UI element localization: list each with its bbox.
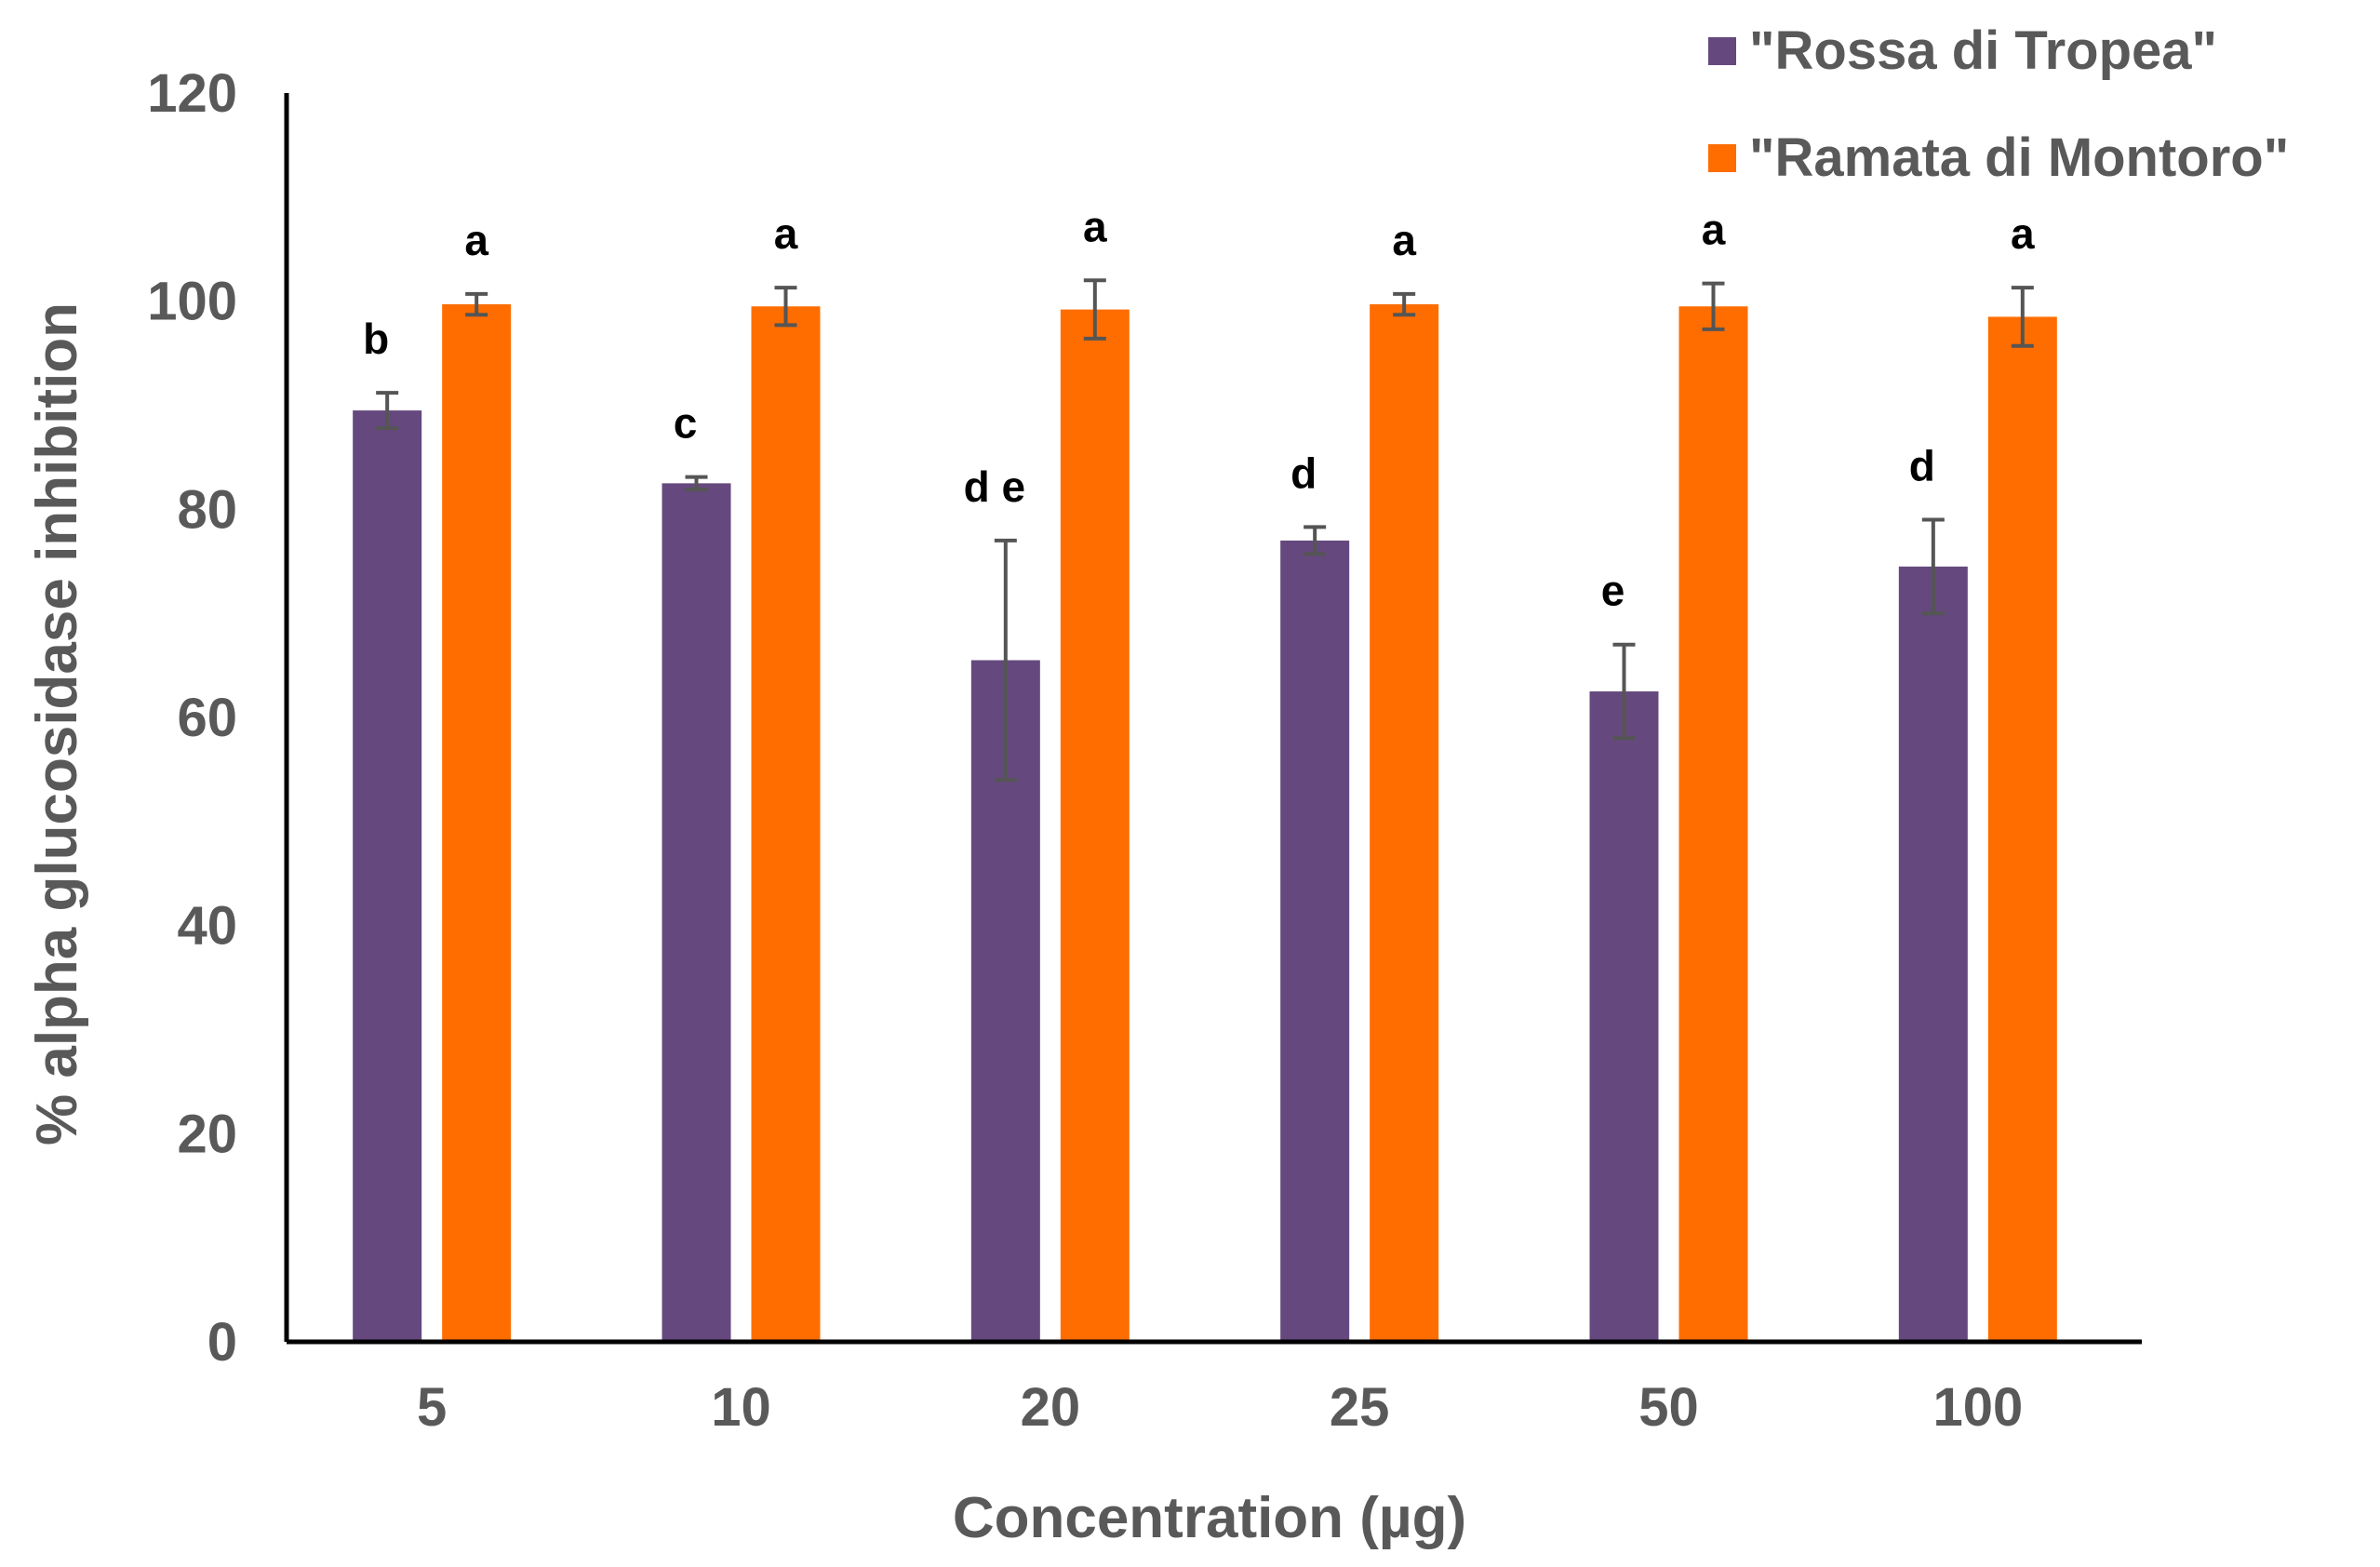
y-tick-label: 80 (177, 479, 237, 540)
error-bar (1304, 525, 1327, 556)
bar-ramata (1370, 304, 1439, 1342)
y-tick-label: 120 (147, 63, 237, 124)
legend-label-rossa: "Rossa di Tropea" (1749, 20, 2217, 81)
bar-rossa (1898, 566, 1968, 1342)
x-tick-label: 25 (1330, 1377, 1390, 1438)
significance-label: a (1392, 216, 1416, 264)
bar-ramata (442, 304, 512, 1342)
bar-ramata (1987, 316, 2057, 1343)
x-tick-label: 10 (711, 1377, 771, 1438)
significance-label: e (1601, 567, 1625, 615)
significance-label: d (1290, 449, 1317, 497)
bar-ramata (1060, 309, 1130, 1343)
y-tick-label: 40 (177, 896, 237, 957)
error-bar (1702, 281, 1725, 331)
error-bars (376, 278, 2034, 783)
significance-labels: b a c a d e a d a e a d a (363, 202, 2035, 614)
error-bar (685, 475, 708, 492)
x-axis-title: Concentration (µg) (953, 1486, 1466, 1550)
significance-label: a (1702, 206, 1726, 254)
significance-label: a (2011, 209, 2035, 258)
error-bar (465, 291, 488, 317)
bar-ramata (751, 306, 821, 1343)
y-tick-label: 0 (207, 1312, 237, 1373)
significance-label: a (464, 216, 488, 264)
x-tick-label: 5 (417, 1377, 447, 1438)
legend-label-ramata: "Ramata di Montoro" (1749, 127, 2289, 188)
legend: "Rossa di Tropea" "Ramata di Montoro" (1708, 20, 2289, 188)
legend-swatch-rossa (1708, 37, 1736, 65)
error-bar (1083, 278, 1106, 341)
bars (353, 304, 2057, 1343)
bar-rossa (353, 410, 422, 1342)
significance-label: a (1083, 202, 1107, 250)
bar-ramata (1678, 306, 1748, 1343)
error-bar (994, 538, 1017, 783)
error-bar (376, 391, 399, 431)
significance-label: d (1909, 442, 1935, 490)
legend-swatch-ramata (1708, 144, 1736, 172)
y-axis-ticks: 0 20 40 60 80 100 120 (147, 63, 237, 1373)
y-axis-title: % alpha glucosidase inhibition (25, 302, 89, 1145)
bar-rossa (1589, 691, 1659, 1342)
y-tick-label: 20 (177, 1104, 237, 1164)
y-tick-label: 60 (177, 688, 237, 748)
bar-rossa (662, 483, 731, 1342)
bar-rossa (1280, 540, 1350, 1342)
significance-label: d e (964, 462, 1025, 511)
significance-label: b (363, 315, 389, 363)
x-tick-label: 20 (1021, 1377, 1081, 1438)
error-bar (1612, 642, 1636, 741)
error-bar (2011, 286, 2034, 348)
y-tick-label: 100 (147, 272, 237, 332)
x-tick-label: 100 (1932, 1377, 2023, 1438)
x-axis-ticks: 5 10 20 25 50 100 (417, 1377, 2023, 1438)
error-bar (1393, 291, 1416, 317)
error-bar (774, 286, 797, 328)
error-bar (1921, 517, 1945, 616)
x-tick-label: 50 (1638, 1377, 1699, 1438)
significance-label: c (674, 399, 698, 448)
significance-label: a (774, 209, 798, 258)
